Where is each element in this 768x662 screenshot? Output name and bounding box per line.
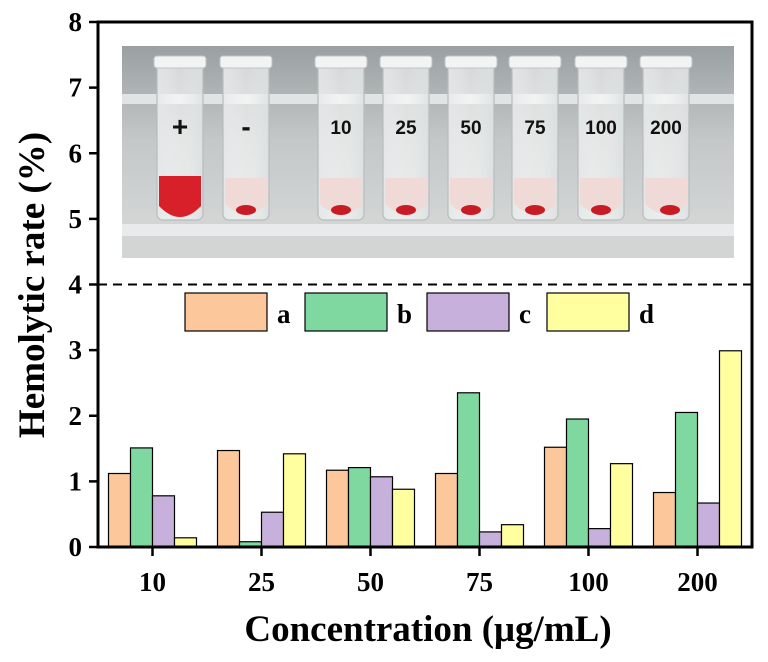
bar-d-25 bbox=[282, 453, 307, 548]
x-tick-label: 50 bbox=[357, 567, 384, 597]
legend-swatch-a bbox=[184, 292, 268, 332]
bar-a-50 bbox=[325, 469, 350, 548]
x-tick-label: 25 bbox=[248, 567, 275, 597]
liquid-clear bbox=[645, 178, 687, 214]
tube-label: - bbox=[241, 111, 250, 142]
rbc-pellet bbox=[660, 205, 680, 215]
legend-label-d: d bbox=[639, 299, 654, 329]
bar-c-50 bbox=[369, 476, 394, 548]
tube-label: 50 bbox=[460, 118, 481, 139]
rbc-pellet bbox=[396, 205, 416, 215]
liquid-clear bbox=[225, 178, 267, 214]
legend-label-b: b bbox=[397, 299, 412, 329]
y-tick-label: 0 bbox=[69, 532, 83, 562]
legend-swatch-d bbox=[546, 292, 630, 332]
tube-label: 200 bbox=[650, 118, 682, 139]
bar-c-200 bbox=[696, 502, 721, 548]
bar-b-200 bbox=[674, 411, 699, 548]
y-tick-label: 5 bbox=[69, 204, 83, 234]
tube-2: - bbox=[219, 55, 273, 221]
rbc-pellet bbox=[236, 205, 256, 215]
x-axis-title: Concentration (μg/mL) bbox=[244, 609, 611, 650]
x-tick-label: 100 bbox=[568, 567, 609, 597]
x-tick-label: 200 bbox=[677, 567, 718, 597]
legend-label-a: a bbox=[277, 299, 291, 329]
liquid-clear bbox=[450, 178, 492, 214]
tube-5: 50 bbox=[444, 55, 498, 221]
bar-a-10 bbox=[107, 472, 132, 548]
bars-group bbox=[107, 350, 743, 548]
bar-a-25 bbox=[216, 449, 241, 548]
bar-c-75 bbox=[478, 531, 503, 548]
legend: a b c d bbox=[184, 292, 654, 332]
inset-photo: + - 10 25 50 75 100 200 bbox=[122, 46, 734, 258]
rbc-pellet bbox=[591, 205, 611, 215]
tube-label: 75 bbox=[524, 118, 546, 139]
liquid-clear bbox=[514, 178, 556, 214]
axes: 0 1 2 3 4 5 6 7 8 10 25 50 75 100 200 bbox=[69, 7, 754, 597]
tube-cap bbox=[508, 55, 562, 69]
tube-cap bbox=[379, 55, 433, 69]
y-axis-title: Hemolytic rate (%) bbox=[12, 132, 53, 438]
bar-a-75 bbox=[434, 472, 459, 548]
tube-cap bbox=[444, 55, 498, 69]
bar-a-100 bbox=[543, 446, 568, 548]
bar-b-75 bbox=[456, 392, 481, 548]
rbc-pellet bbox=[461, 205, 481, 215]
bar-d-50 bbox=[391, 488, 416, 548]
tube-6: 75 bbox=[508, 55, 562, 221]
tube-8: 200 bbox=[639, 55, 693, 221]
tube-4: 25 bbox=[379, 55, 433, 221]
bar-d-200 bbox=[718, 350, 743, 548]
y-tick-label: 6 bbox=[69, 138, 83, 168]
x-tick-label: 75 bbox=[466, 567, 493, 597]
tube-label: 25 bbox=[395, 118, 417, 139]
tube-3: 10 bbox=[314, 55, 368, 221]
tube-cap bbox=[219, 55, 273, 69]
legend-swatch-b bbox=[304, 292, 388, 332]
liquid-clear bbox=[385, 178, 427, 214]
liquid-clear bbox=[320, 178, 362, 214]
bar-b-10 bbox=[129, 447, 154, 548]
liquid-red bbox=[159, 176, 201, 217]
legend-label-c: c bbox=[519, 299, 531, 329]
legend-swatch-c bbox=[426, 292, 510, 332]
tube-7: 100 bbox=[574, 55, 628, 221]
tube-cap bbox=[153, 55, 207, 69]
bar-c-25 bbox=[260, 511, 285, 548]
rbc-pellet bbox=[331, 205, 351, 215]
tube-cap bbox=[314, 55, 368, 69]
tube-1: + bbox=[153, 55, 207, 221]
x-tick-label: 10 bbox=[139, 567, 166, 597]
tube-cap bbox=[639, 55, 693, 69]
tube-label: 10 bbox=[330, 118, 351, 139]
bar-b-50 bbox=[347, 466, 372, 548]
y-tick-label: 3 bbox=[69, 335, 83, 365]
bar-a-200 bbox=[652, 491, 677, 548]
tube-label: + bbox=[172, 111, 188, 142]
tube-label: 100 bbox=[585, 118, 617, 139]
bar-d-100 bbox=[609, 463, 634, 548]
bar-b-100 bbox=[565, 418, 590, 548]
bar-c-100 bbox=[587, 528, 612, 548]
y-tick-label: 7 bbox=[69, 73, 83, 103]
y-tick-label: 1 bbox=[69, 466, 83, 496]
bar-d-75 bbox=[500, 524, 525, 548]
y-tick-label: 4 bbox=[69, 270, 83, 300]
liquid-clear bbox=[580, 178, 622, 214]
y-tick-label: 2 bbox=[69, 401, 83, 431]
y-tick-label: 8 bbox=[69, 7, 83, 37]
rack-base bbox=[122, 224, 734, 236]
tube-cap bbox=[574, 55, 628, 69]
rbc-pellet bbox=[525, 205, 545, 215]
bar-c-10 bbox=[151, 495, 176, 548]
